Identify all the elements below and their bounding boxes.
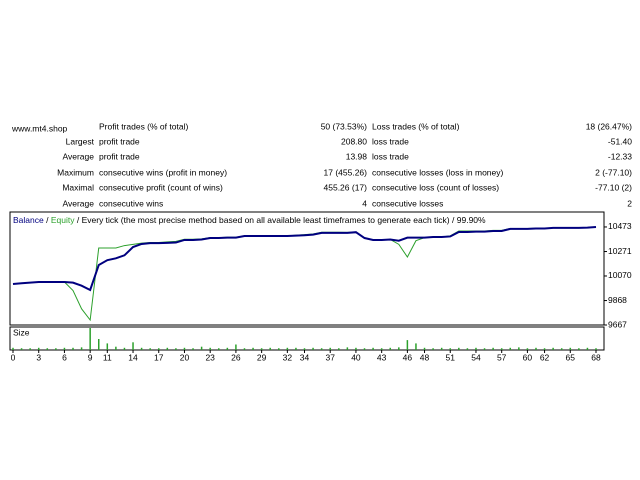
row-right: loss trade [372, 136, 409, 146]
x-tick-label: 37 [325, 352, 335, 362]
row-right-value: -12.33 [608, 151, 632, 161]
legend-note: Every tick (the most precise method base… [82, 215, 450, 225]
y-tick-label: 10070 [608, 270, 632, 280]
row-right: consecutive loss (count of losses) [372, 182, 499, 192]
x-tick-label: 11 [103, 352, 112, 362]
row-left: consecutive profit (count of wins) [99, 182, 223, 192]
x-tick-label: 68 [591, 352, 601, 362]
row-left-value: 13.98 [346, 151, 368, 161]
watermark: www.mt4.shop [11, 123, 68, 133]
legend-separator: / [46, 215, 49, 225]
x-tick-label: 48 [420, 352, 430, 362]
size-frame [9, 326, 605, 351]
row-right: Loss trades (% of total) [372, 121, 460, 131]
y-tick-label: 9868 [608, 295, 627, 305]
x-tick-label: 51 [446, 352, 456, 362]
row-right-value: 2 (-77.10) [595, 167, 632, 177]
x-tick-label: 54 [471, 352, 481, 362]
row-right-value: -51.40 [608, 136, 632, 146]
x-tick-label: 65 [566, 352, 576, 362]
y-tick-label: 10271 [608, 246, 632, 256]
row-right-value: -77.10 (2) [595, 182, 632, 192]
row-left: profit trade [99, 151, 140, 161]
row-label: Average [62, 198, 94, 208]
legend-separator: / [452, 215, 455, 225]
row-right: loss trade [372, 151, 409, 161]
x-tick-label: 57 [497, 352, 507, 362]
balance-line [12, 225, 597, 292]
x-tick-label: 43 [377, 352, 387, 362]
row-label: Largest [66, 136, 95, 146]
legend: Balance / Equity / Every tick (the most … [13, 215, 486, 225]
x-tick-label: 17 [154, 352, 164, 362]
row-label: Average [62, 151, 94, 161]
row-left: consecutive wins (profit in money) [99, 167, 227, 177]
x-tick-label: 46 [403, 352, 413, 362]
row-left: profit trade [99, 136, 140, 146]
row-right: consecutive losses (loss in money) [372, 167, 504, 177]
x-tick-label: 9 [88, 352, 93, 362]
x-tick-label: 60 [523, 352, 533, 362]
x-tick-label: 62 [540, 352, 550, 362]
legend-balance: Balance [13, 215, 44, 225]
row-left: consecutive wins [99, 198, 163, 208]
y-tick-label: 10473 [608, 221, 632, 231]
size-label: Size [13, 327, 30, 337]
row-right-value: 2 [627, 198, 632, 208]
x-tick-label: 14 [128, 352, 138, 362]
row-left-value: 455.26 (17) [324, 182, 368, 192]
row-label: Maximum [57, 167, 94, 177]
x-tick-label: 6 [62, 352, 67, 362]
row-left-value: 208.80 [341, 136, 367, 146]
legend-quality: 99.90% [457, 215, 486, 225]
row-label: Maximal [62, 182, 94, 192]
row-left-value: 4 [362, 198, 367, 208]
x-tick-label: 34 [300, 352, 310, 362]
legend-separator: / [77, 215, 80, 225]
row-right-value: 18 (26.47%) [586, 121, 632, 131]
row-left-value: 50 (73.53%) [321, 121, 367, 131]
x-tick-label: 29 [257, 352, 267, 362]
x-tick-label: 20 [180, 352, 190, 362]
x-tick-label: 0 [11, 352, 16, 362]
x-tick-label: 23 [205, 352, 215, 362]
row-right: consecutive losses [372, 198, 443, 208]
row-left: Profit trades (% of total) [99, 121, 188, 131]
x-tick-label: 26 [231, 352, 241, 362]
legend-equity: Equity [51, 215, 75, 225]
y-tick-label: 9667 [608, 319, 627, 329]
x-tick-label: 32 [283, 352, 293, 362]
row-left-value: 17 (455.26) [324, 167, 368, 177]
x-tick-label: 40 [351, 352, 361, 362]
x-tick-label: 3 [36, 352, 41, 362]
